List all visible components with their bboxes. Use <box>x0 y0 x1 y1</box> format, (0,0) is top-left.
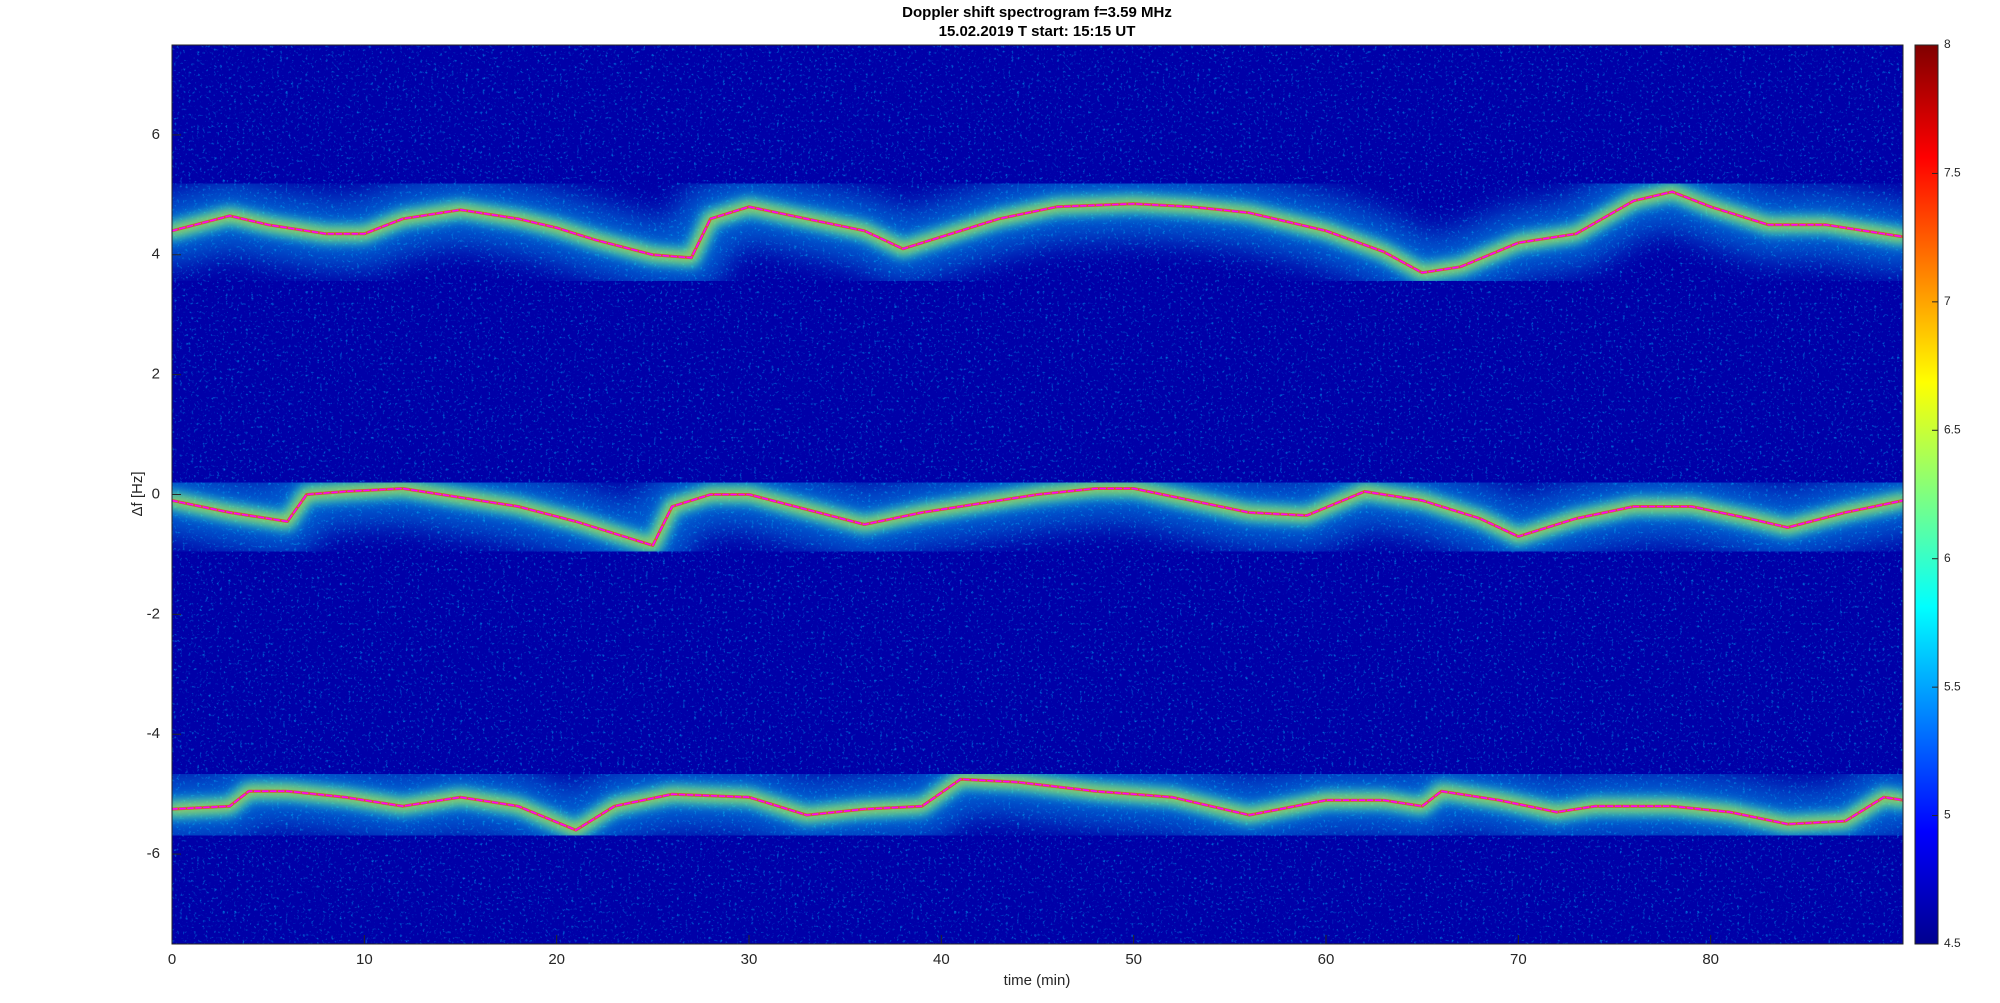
y-tick-label: -6 <box>147 845 160 862</box>
y-tick-label: 4 <box>152 246 160 263</box>
y-axis-label: Δf [Hz] <box>129 471 146 516</box>
x-tick-label: 30 <box>741 951 758 968</box>
x-tick-label: 10 <box>356 951 373 968</box>
x-tick-label: 0 <box>168 951 176 968</box>
chart-title: Doppler shift spectrogram f=3.59 MHz <box>902 4 1172 21</box>
x-tick-label: 20 <box>548 951 565 968</box>
x-tick-label: 40 <box>933 951 950 968</box>
ridge-trace <box>172 191 1903 274</box>
colorbar-tick-label: 6.5 <box>1944 422 1961 436</box>
colorbar-tick-label: 4.5 <box>1944 936 1961 950</box>
colorbar-tick-label: 7 <box>1944 294 1951 308</box>
colorbar-tick-label: 6 <box>1944 551 1951 565</box>
colorbar-tick-label: 5 <box>1944 808 1951 822</box>
ridge-trace <box>172 487 1903 547</box>
y-tick-label: 6 <box>152 126 160 143</box>
chart-subtitle: 15.02.2019 T start: 15:15 UT <box>939 23 1136 40</box>
ridge-trace <box>172 778 1903 831</box>
plot-area <box>172 156 1903 866</box>
y-tick-label: -4 <box>147 725 160 742</box>
colorbar-tick-label: 5.5 <box>1944 679 1961 693</box>
colorbar-tick-label: 8 <box>1944 37 1951 51</box>
y-tick-label: -2 <box>147 605 160 622</box>
y-tick-label: 0 <box>152 485 160 502</box>
x-tick-label: 60 <box>1318 951 1335 968</box>
colorbar <box>1914 44 1939 945</box>
x-tick-label: 80 <box>1702 951 1719 968</box>
colorbar-tick-label: 7.5 <box>1944 166 1961 180</box>
x-tick-label: 70 <box>1510 951 1527 968</box>
x-tick-label: 50 <box>1125 951 1142 968</box>
y-tick-label: 2 <box>152 366 160 383</box>
x-axis-label: time (min) <box>1004 972 1071 989</box>
